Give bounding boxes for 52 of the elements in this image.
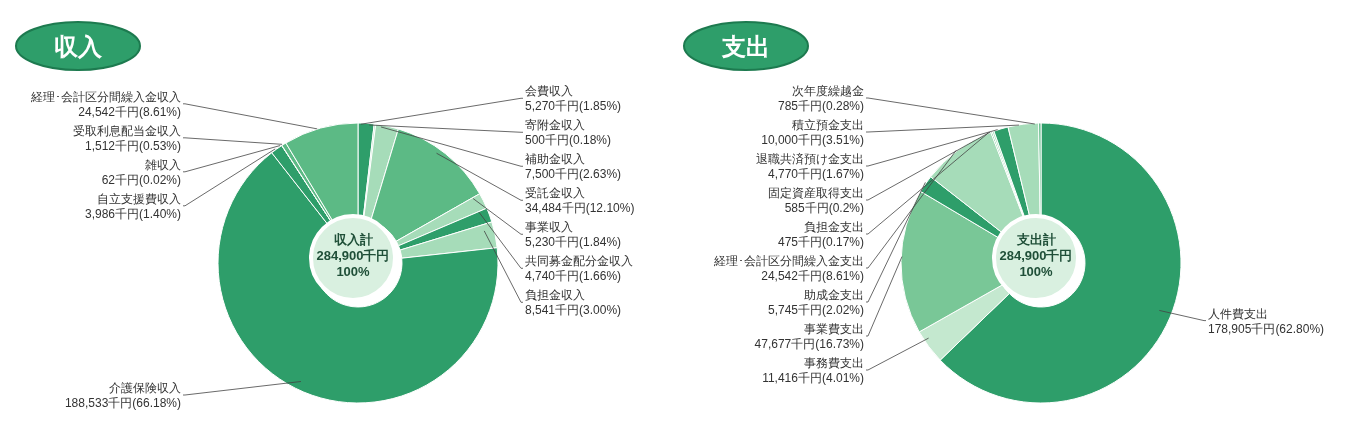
data-label: 5,270千円(1.85%) (525, 99, 622, 114)
chart-title: 収入 (54, 33, 103, 60)
data-label: 24,542千円(8.61%) (761, 269, 864, 284)
slice-label: 退職共済預け金支出 (756, 152, 864, 167)
slice-label: 受取利息配当金収入 (73, 123, 181, 138)
text: 収入計 (333, 232, 373, 247)
slice-label: 固定資産取得支出 (768, 186, 864, 201)
slice-label: 雑収入 (145, 157, 181, 172)
data-label: 34,484千円(12.10%) (525, 201, 635, 216)
data-label: 5,230千円(1.84%) (525, 235, 622, 250)
slice-label: 負担金支出 (804, 220, 864, 235)
data-label: 5,745千円(2.02%) (767, 303, 864, 318)
slice-label: 経理･会計区分間繰入金収入 (30, 89, 181, 104)
data-label: 10,000千円(3.51%) (761, 133, 864, 148)
text: 100% (336, 264, 371, 279)
data-label: 585千円(0.2%) (784, 201, 864, 216)
data-label: 3,986千円(1.40%) (84, 206, 181, 221)
text: 支出計 (1015, 232, 1056, 247)
slice-label: 会費収入 (525, 84, 573, 99)
slice-label: 補助金収入 (525, 152, 585, 167)
data-label: 785千円(0.28%) (777, 99, 864, 114)
slice-label: 人件費支出 (1208, 306, 1268, 321)
chart-title: 支出 (721, 33, 770, 60)
data-label: 4,740千円(1.66%) (525, 269, 622, 284)
data-label: 1,512千円(0.53%) (84, 138, 181, 153)
slice-label: 事業費支出 (804, 322, 864, 337)
data-label: 188,533千円(66.18%) (64, 396, 181, 410)
slice-label: 共同募金配分金収入 (525, 254, 633, 269)
data-label: 8,541千円(3.00%) (525, 303, 622, 318)
data-label: 7,500千円(2.63%) (525, 167, 622, 182)
data-label: 47,677千円(16.73%) (754, 337, 864, 352)
slice-label: 助成金支出 (804, 288, 864, 303)
slice-label: 受託金収入 (525, 186, 585, 201)
data-label: 11,416千円(4.01%) (762, 371, 864, 386)
text: 284,900千円 (316, 248, 390, 263)
slice-label: 負担金収入 (525, 288, 585, 303)
data-label: 24,542千円(8.61%) (78, 104, 181, 119)
slice-label: 次年度繰越金 (792, 84, 864, 99)
text: 284,900千円 (999, 248, 1073, 263)
data-label: 178,905千円(62.80%) (1208, 321, 1325, 336)
slice-label: 介護保険収入 (109, 381, 181, 395)
slice-label: 事業収入 (525, 220, 573, 235)
slice-label: 自立支援費収入 (97, 191, 181, 206)
slice-label: 事務費支出 (804, 356, 864, 371)
slice-label: 積立預金支出 (792, 118, 864, 133)
text: 100% (1019, 264, 1054, 279)
slice-label: 寄附金収入 (525, 118, 585, 133)
data-label: 500千円(0.18%) (525, 133, 612, 148)
data-label: 475千円(0.17%) (777, 235, 864, 250)
slice-label: 経理･会計区分間繰入金支出 (713, 254, 864, 269)
data-label: 4,770千円(1.67%) (767, 167, 864, 182)
data-label: 62千円(0.02%) (101, 172, 181, 187)
